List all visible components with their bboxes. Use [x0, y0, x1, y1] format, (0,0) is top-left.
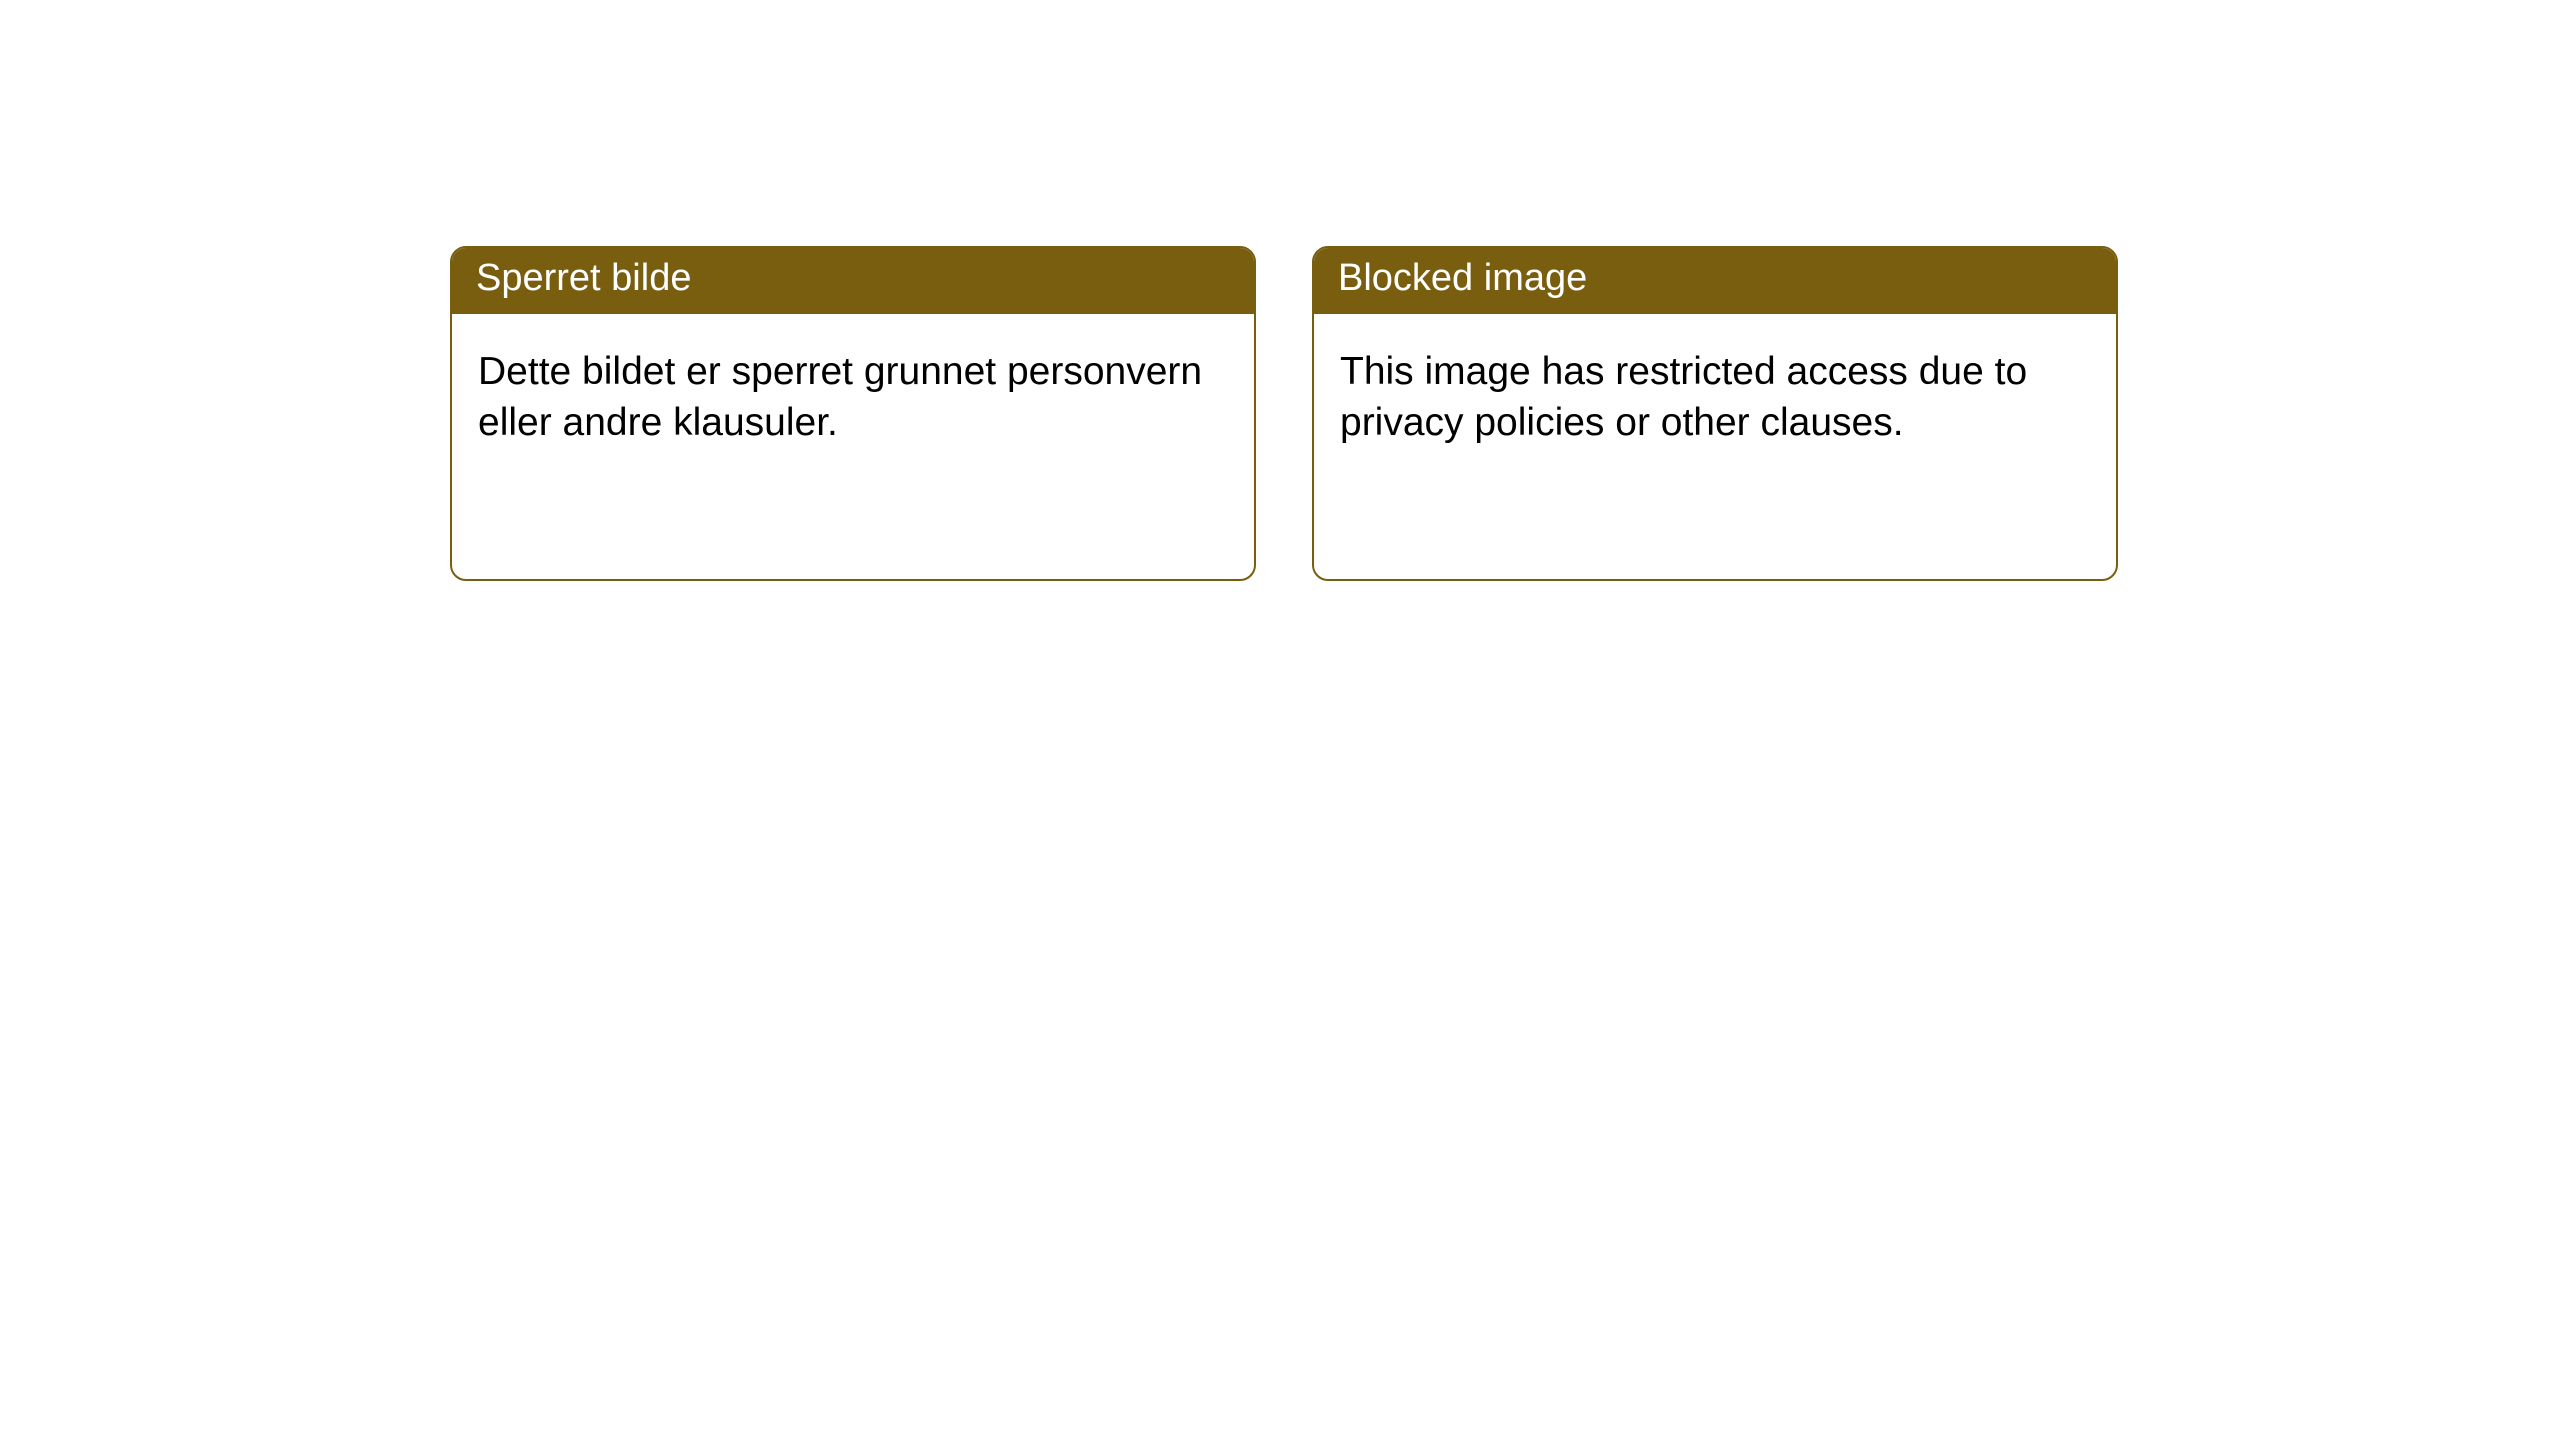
- blocked-image-card-no: Sperret bilde Dette bildet er sperret gr…: [450, 246, 1256, 581]
- card-body-text: Dette bildet er sperret grunnet personve…: [478, 350, 1202, 444]
- card-body-text: This image has restricted access due to …: [1340, 350, 2027, 444]
- blocked-image-card-en: Blocked image This image has restricted …: [1312, 246, 2118, 581]
- card-title: Sperret bilde: [476, 257, 691, 299]
- card-title: Blocked image: [1338, 257, 1587, 299]
- card-header: Sperret bilde: [452, 248, 1254, 314]
- card-body: Dette bildet er sperret grunnet personve…: [452, 314, 1254, 481]
- card-body: This image has restricted access due to …: [1314, 314, 2116, 481]
- notice-container: Sperret bilde Dette bildet er sperret gr…: [0, 0, 2560, 581]
- card-header: Blocked image: [1314, 248, 2116, 314]
